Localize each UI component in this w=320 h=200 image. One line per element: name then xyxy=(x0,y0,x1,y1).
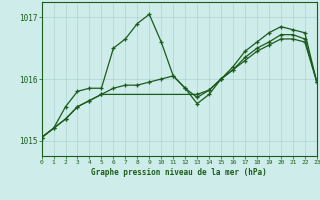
X-axis label: Graphe pression niveau de la mer (hPa): Graphe pression niveau de la mer (hPa) xyxy=(91,168,267,177)
